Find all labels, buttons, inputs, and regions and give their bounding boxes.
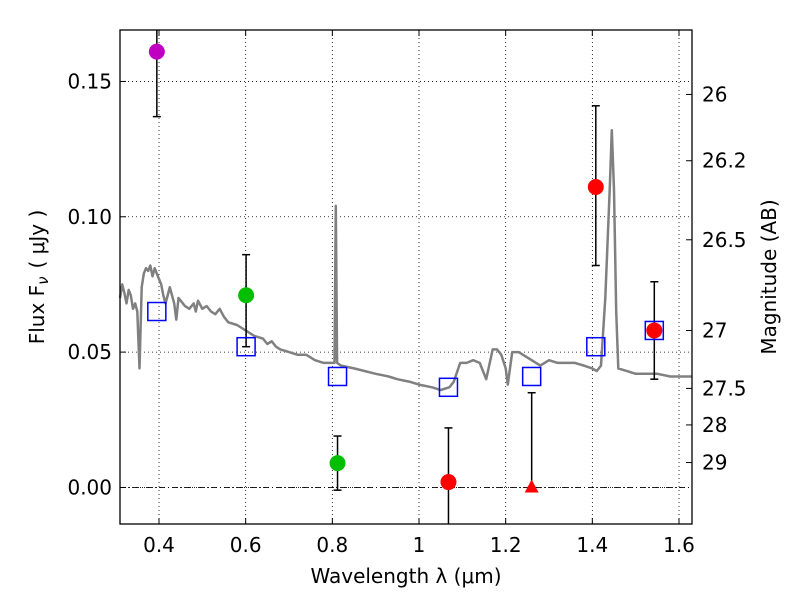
model-photometry-square	[644, 320, 665, 341]
right-tick-label: 26.2	[702, 149, 747, 173]
spectrum-layer	[118, 128, 692, 392]
right-tick-label: 26	[702, 82, 727, 106]
model-photometry-square	[521, 366, 542, 387]
model-photometry-square	[236, 336, 256, 357]
observed-points-layer	[148, 43, 663, 493]
error-bars-layer	[152, 30, 659, 524]
right-tick-label: 27.5	[702, 376, 747, 400]
grid-layer	[120, 30, 692, 524]
observed-point	[646, 322, 663, 339]
x-tick-label: 1.2	[490, 533, 522, 557]
model-photometry-square	[147, 301, 167, 322]
x-tick-label: 0.4	[143, 533, 175, 557]
y-axis-label: Flux Fν ( μJy )	[25, 210, 52, 345]
right-tick-label: 27	[702, 318, 727, 342]
x-tick-label: 1.4	[576, 533, 608, 557]
y-axis-label-main: Flux F	[25, 285, 49, 344]
observed-point	[440, 474, 457, 491]
x-tick-label: 0.6	[230, 533, 262, 557]
y-tick-label: 0.05	[67, 340, 112, 364]
model-photometry-layer	[147, 301, 665, 398]
x-axis-label: Wavelength λ (μm)	[310, 564, 501, 588]
model-spectrum-line	[118, 128, 692, 392]
right-tick-label: 28	[702, 413, 727, 437]
x-tick-label: 1	[413, 533, 426, 557]
model-photometry-square	[327, 366, 348, 387]
x-tick-label: 1.6	[663, 533, 695, 557]
observed-upper-limit-triangle	[524, 479, 539, 493]
x-tick-label: 0.8	[316, 533, 348, 557]
plot-frame	[119, 29, 693, 525]
right-tick-label: 26.5	[702, 228, 747, 252]
observed-point	[587, 178, 604, 195]
observed-point	[148, 43, 165, 60]
y-tick-label: 0.15	[67, 69, 112, 93]
model-photometry-square	[586, 336, 606, 357]
y-axis-label-unit: ( μJy )	[25, 210, 49, 269]
right-axis-label: Magnitude (AB)	[757, 199, 781, 354]
right-tick-label: 29	[702, 451, 727, 475]
ticks-layer: 0.4 0.6 0.8 1 1.2 1.4 1.6 0.00 0.05 0.10 0.15 26 26.…	[67, 30, 747, 557]
observed-point	[329, 455, 346, 472]
y-axis-label-sub: ν	[34, 276, 52, 284]
observed-point	[238, 287, 255, 304]
y-tick-label: 0.00	[67, 475, 112, 499]
model-photometry-square	[438, 377, 459, 398]
y-tick-label: 0.10	[67, 205, 112, 229]
